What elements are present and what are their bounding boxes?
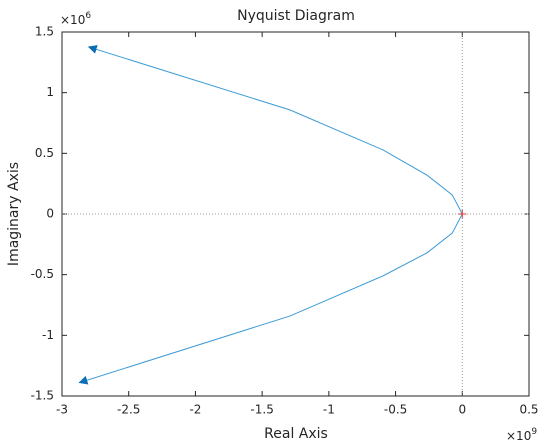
x-tick-label: -0.5	[384, 403, 407, 417]
y-tick-label: 0.5	[35, 146, 54, 160]
x-tick-label: -2.5	[117, 403, 140, 417]
critical-point	[458, 210, 467, 218]
y-axis-label: Imaginary Axis	[6, 162, 22, 266]
y-multiplier-base: ×10	[60, 13, 85, 27]
x-tick-label: -1.5	[250, 403, 273, 417]
y-tick-label: -0.5	[31, 267, 54, 281]
x-multiplier-base: ×10	[506, 429, 531, 443]
x-axis-label: Real Axis	[264, 426, 328, 442]
x-multiplier: ×109	[506, 427, 537, 443]
x-tick-label: -3	[56, 403, 68, 417]
nyquist-curve	[87, 45, 463, 215]
x-tick-label: 0.5	[519, 403, 538, 417]
x-tick-label: -1	[323, 403, 335, 417]
y-tick-label: 0	[46, 207, 54, 221]
y-multiplier-exponent: 6	[85, 11, 91, 21]
y-tick-label: -1.5	[31, 389, 54, 403]
plot-frame	[61, 31, 530, 397]
x-tick-label: -2	[189, 403, 201, 417]
x-tick-label: 0	[458, 403, 466, 417]
y-tick-label: 1.5	[35, 25, 54, 39]
y-multiplier: ×106	[60, 11, 91, 27]
x-multiplier-exponent: 9	[531, 427, 537, 437]
nyquist-curve	[78, 213, 463, 385]
y-tick-label: -1	[42, 328, 54, 342]
y-tick-label: 1	[46, 85, 54, 99]
chart-title: Nyquist Diagram	[237, 8, 355, 24]
